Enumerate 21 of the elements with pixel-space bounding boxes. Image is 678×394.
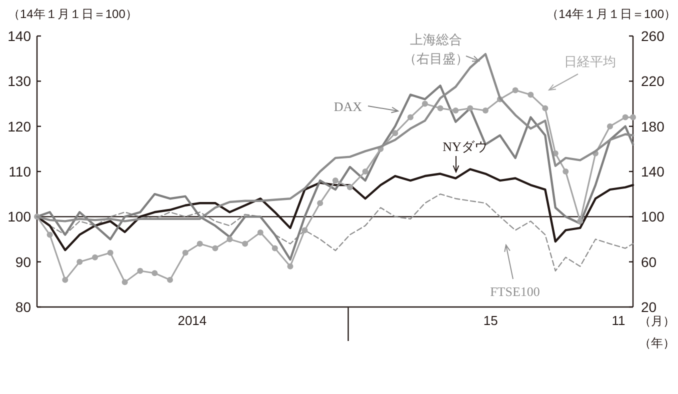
y-tick-label: 90: [15, 254, 32, 270]
x-tick-label: 15: [483, 313, 498, 328]
y2-tick-label: 180: [641, 118, 665, 134]
x-axis-title: （月）: [639, 314, 675, 328]
y2-tick-label: 260: [641, 28, 665, 44]
y-tick-label: 100: [8, 208, 32, 225]
x-tick-label: 11: [612, 313, 626, 328]
y2-axis-title: （14年１月１日＝100）: [546, 7, 676, 21]
y2-tick-label: 140: [641, 164, 665, 180]
y-tick-label: 120: [8, 118, 32, 134]
y2-tick-label: 100: [641, 208, 665, 225]
y2-tick-label: 60: [641, 254, 657, 270]
y2-tick-label: 20: [641, 299, 657, 315]
y-tick-label: 130: [8, 73, 32, 90]
x-tick-label: 2014: [178, 313, 207, 328]
text: （年）: [639, 336, 675, 350]
y-tick-label: 140: [8, 28, 32, 44]
y-tick-label: 110: [8, 164, 32, 180]
y2-tick-label: 220: [641, 73, 665, 90]
y-tick-label: 80: [15, 299, 32, 315]
y-axis-title: （14年１月１日＝100）: [8, 7, 138, 21]
